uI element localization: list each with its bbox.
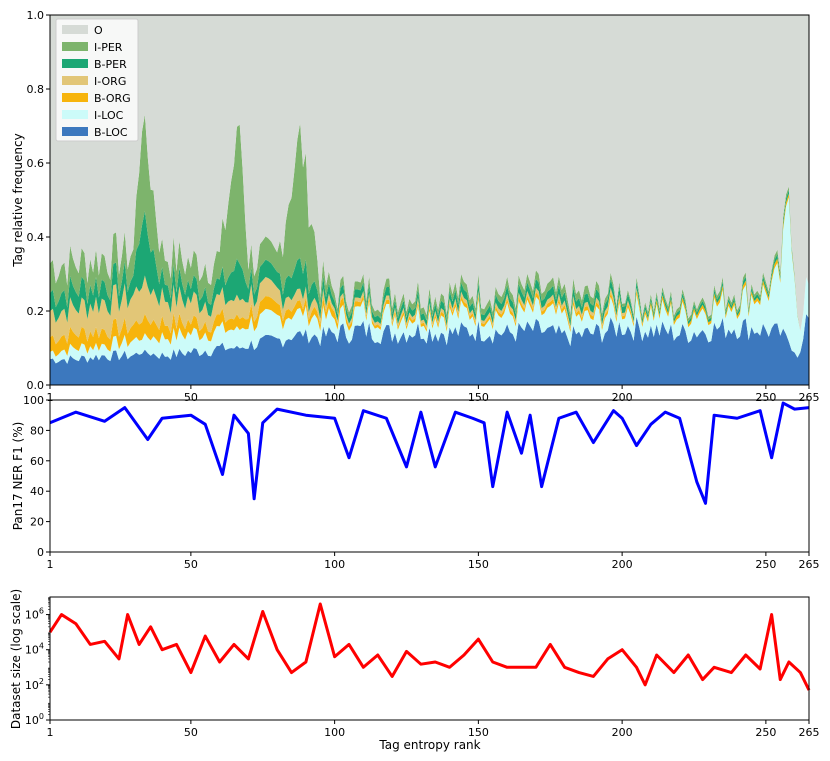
- legend-label: B-ORG: [94, 92, 131, 105]
- y-tick-label: 106: [25, 607, 44, 622]
- f1-series-line: [49, 401, 810, 505]
- x-tick-label: 265: [799, 558, 820, 571]
- y-axis-label: Pan17 NER F1 (%): [11, 422, 25, 531]
- legend-label: I-LOC: [94, 109, 124, 122]
- x-tick-label: 200: [612, 391, 633, 404]
- y-tick-label: 0.0: [27, 379, 45, 392]
- y-tick-label: 104: [25, 642, 44, 657]
- y-tick-label: 1.0: [27, 9, 45, 22]
- x-tick-label: 265: [799, 391, 820, 404]
- legend-swatch-i-per: [62, 42, 88, 51]
- y-tick-label: 0.8: [27, 83, 45, 96]
- y-tick-label: 60: [30, 455, 44, 468]
- x-tick-label: 1: [47, 558, 54, 571]
- x-tick-label: 250: [755, 391, 776, 404]
- x-tick-label: 200: [612, 726, 633, 739]
- x-axis: 1 50 100 150 200 250 265: [47, 552, 820, 571]
- x-tick-label: 50: [184, 558, 198, 571]
- legend-swatch-i-org: [62, 76, 88, 85]
- y-tick-label: 0.4: [27, 231, 45, 244]
- x-tick-label: 150: [468, 391, 489, 404]
- area-b-loc: [50, 314, 809, 385]
- x-tick-label: 100: [324, 558, 345, 571]
- x-tick-label: 100: [324, 726, 345, 739]
- legend-label: I-ORG: [94, 75, 126, 88]
- y-tick-label: 100: [25, 712, 44, 727]
- area-o: [50, 15, 809, 332]
- x-tick-label: 265: [799, 726, 820, 739]
- legend-label: I-PER: [94, 41, 123, 54]
- legend: O I-PER B-PER I-ORG B-ORG I-LOC B-LOC: [55, 18, 139, 142]
- legend-swatch-o: [62, 25, 88, 34]
- legend-swatch-b-loc: [62, 127, 88, 136]
- area-b-per: [50, 190, 809, 332]
- x-tick-label: 250: [755, 558, 776, 571]
- area-i-per: [50, 114, 809, 332]
- area-i-loc: [50, 197, 809, 364]
- x-axis-label: Tag entropy rank: [378, 738, 480, 752]
- y-axis: 0.0 0.2 0.4 0.6 0.8 1.0: [27, 9, 50, 392]
- x-tick-label: 1: [47, 391, 54, 404]
- legend-label: B-PER: [94, 58, 127, 71]
- x-axis: 1 50 100 150 200 250 265: [47, 385, 820, 404]
- y-tick-label: 20: [30, 516, 44, 529]
- y-tick-label: 102: [25, 677, 44, 692]
- y-tick-label: 80: [30, 424, 44, 437]
- x-tick-label: 1: [47, 726, 54, 739]
- legend-swatch-i-loc: [62, 110, 88, 119]
- x-axis: 1 50 100 150 200 250 265: [47, 720, 820, 739]
- y-tick-label: 100: [23, 394, 44, 407]
- area-i-org: [50, 193, 809, 345]
- x-tick-label: 100: [324, 391, 345, 404]
- y-axis-label: Tag relative frequency: [11, 133, 25, 267]
- x-tick-label: 150: [468, 558, 489, 571]
- x-tick-label: 50: [184, 726, 198, 739]
- y-tick-label: 0.6: [27, 157, 45, 170]
- x-tick-label: 200: [612, 558, 633, 571]
- x-tick-label: 150: [468, 726, 489, 739]
- y-axis: 100 102 104 106: [25, 597, 50, 727]
- y-axis-label: Dataset size (log scale): [9, 589, 23, 729]
- plot-frame: [49, 596, 810, 721]
- area-series-group: [50, 15, 809, 385]
- legend-swatch-b-org: [62, 93, 88, 102]
- y-tick-label: 40: [30, 485, 44, 498]
- plot-frame: [49, 399, 810, 553]
- panel-tag-frequency: 1 50 100 150 200 250 265 0.00.20.40.60.81.0 Ta…: [11, 9, 820, 404]
- plot-frame: [49, 14, 810, 386]
- y-tick-label: 0.2: [27, 305, 45, 318]
- x-tick-label: 250: [755, 726, 776, 739]
- x-tick-label: 50: [184, 391, 198, 404]
- y-tick-label: 0: [37, 546, 44, 559]
- legend-label: B-LOC: [94, 126, 128, 139]
- y-axis: 0 20 40 60 80 100: [23, 394, 50, 559]
- dataset-size-series-line: [48, 602, 811, 691]
- legend-label: O: [94, 24, 103, 37]
- legend-swatch-b-per: [62, 59, 88, 68]
